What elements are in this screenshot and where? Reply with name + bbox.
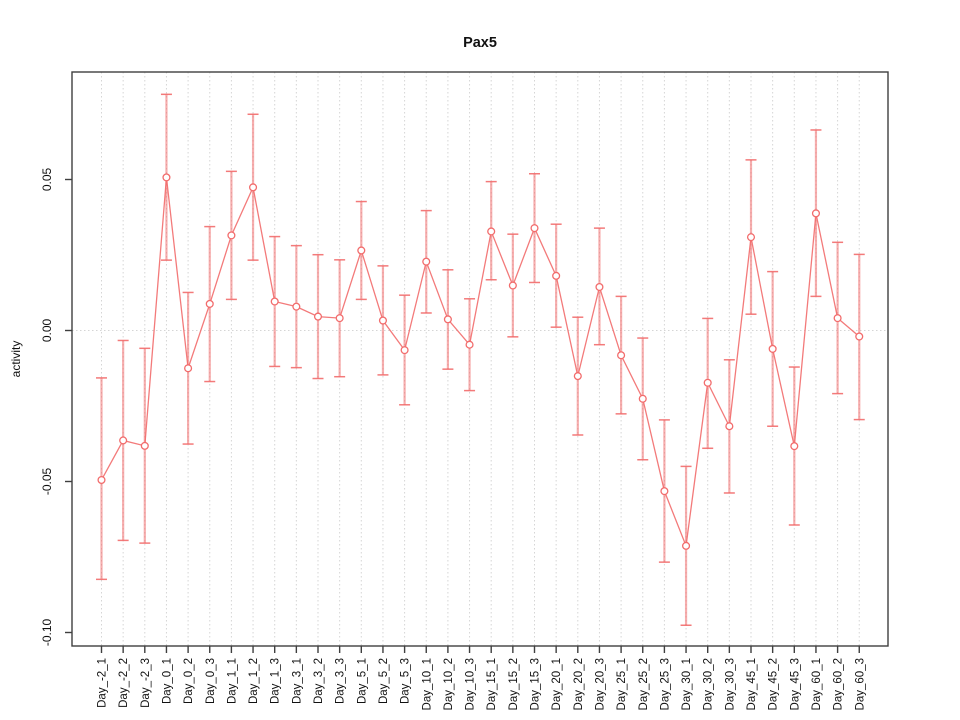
y-tick-label: -0.10	[40, 619, 54, 647]
x-tick-label: Day_-2_2	[118, 658, 130, 708]
data-point-marker	[184, 364, 193, 373]
x-tick-label: Day_45_2	[768, 658, 780, 710]
data-point-marker	[660, 487, 669, 496]
data-point-marker	[443, 315, 452, 324]
data-point-marker	[530, 224, 539, 233]
data-point-marker	[227, 231, 236, 240]
x-tick-label: Day_20_3	[594, 658, 606, 710]
x-tick-label: Day_45_3	[789, 658, 801, 710]
data-point-marker	[746, 233, 756, 242]
data-point-marker	[162, 173, 171, 182]
chart-title: Pax5	[463, 35, 497, 51]
data-point-marker	[313, 312, 323, 321]
error-bars	[96, 93, 865, 627]
x-tick-label: Day_10_1	[421, 658, 433, 710]
gridlines	[101, 72, 860, 646]
data-point-marker	[725, 422, 734, 431]
x-tick-label: Day_30_1	[681, 658, 693, 710]
x-axis-ticks: Day_-2_1 Day_-2_2 Day_-2_3 Day_0_1 Day_0_2 Da…	[97, 646, 866, 710]
x-tick-label: Day_20_2	[573, 658, 585, 710]
y-tick-label: -0.05	[40, 468, 54, 496]
x-tick-label: Day_1_1	[226, 658, 238, 704]
x-tick-label: Day_5_2	[378, 658, 390, 704]
x-tick-label: Day_20_1	[551, 658, 563, 710]
x-tick-label: Day_15_1	[486, 658, 498, 710]
y-tick-label: 0.05	[40, 167, 54, 191]
x-tick-label: Day_45_1	[746, 658, 758, 710]
x-tick-label: Day_15_3	[530, 658, 542, 710]
x-tick-label: Day_10_3	[465, 658, 477, 710]
x-tick-label: Day_30_3	[724, 658, 736, 710]
x-tick-label: Day_5_1	[356, 658, 368, 704]
x-tick-label: Day_0_1	[161, 658, 173, 704]
x-tick-label: Day_0_2	[183, 658, 195, 704]
data-point-marker	[811, 209, 820, 218]
x-tick-label: Day_3_2	[313, 658, 325, 704]
x-tick-label: Day_10_2	[443, 658, 455, 710]
data-point-marker	[97, 475, 106, 485]
x-tick-label: Day_60_1	[811, 658, 823, 710]
y-axis-label: activity	[9, 341, 23, 378]
y-axis-ticks: 0.05 0.00 -0.05 -0.10	[40, 167, 72, 646]
data-point-marker	[205, 299, 214, 308]
data-point-marker	[768, 344, 777, 353]
data-point-marker	[270, 297, 279, 306]
data-point-marker	[400, 346, 409, 355]
series-polyline	[100, 177, 860, 549]
y-tick-label: 0.00	[40, 318, 54, 342]
data-point-marker	[790, 442, 799, 451]
data-point-marker	[487, 227, 496, 236]
data-point-marker	[833, 314, 842, 323]
data-point-marker	[508, 281, 517, 290]
x-tick-label: Day_3_3	[335, 658, 347, 704]
data-point-marker	[617, 351, 626, 360]
data-point-marker	[638, 394, 647, 403]
x-tick-label: Day_3_1	[291, 658, 303, 704]
x-tick-label: Day_25_3	[659, 658, 671, 710]
x-tick-label: Day_-2_1	[97, 658, 109, 708]
x-tick-label: Day_25_2	[638, 658, 650, 710]
x-tick-label: Day_-2_3	[140, 658, 152, 708]
plot-box-border	[71, 71, 889, 647]
x-tick-label: Day_1_2	[248, 658, 260, 704]
x-tick-label: Day_60_3	[854, 658, 866, 710]
data-point-marker	[140, 441, 149, 450]
data-point-marker	[681, 541, 691, 550]
x-tick-label: Day_30_2	[703, 658, 715, 710]
data-point-marker	[292, 302, 301, 311]
data-point-marker	[703, 378, 712, 387]
data-point-marker	[422, 257, 431, 266]
data-point-marker	[249, 183, 258, 192]
x-tick-label: Day_0_3	[205, 658, 217, 704]
data-point-marker	[595, 282, 604, 292]
x-tick-label: Day_5_3	[400, 658, 412, 704]
series-line	[100, 177, 860, 549]
data-point-marker	[465, 340, 474, 349]
x-tick-label: Day_15_2	[508, 658, 520, 710]
data-point-marker	[378, 316, 388, 325]
data-point-marker	[855, 332, 864, 341]
data-point-markers	[97, 173, 864, 550]
data-point-marker	[552, 271, 561, 280]
data-point-marker	[573, 372, 582, 381]
plot-box	[71, 71, 889, 647]
x-tick-label: Day_25_1	[616, 658, 628, 710]
x-tick-label: Day_1_3	[270, 658, 282, 704]
data-point-marker	[357, 246, 366, 255]
x-tick-label: Day_60_2	[833, 658, 845, 710]
data-point-marker	[335, 314, 344, 323]
data-point-marker	[119, 436, 128, 445]
